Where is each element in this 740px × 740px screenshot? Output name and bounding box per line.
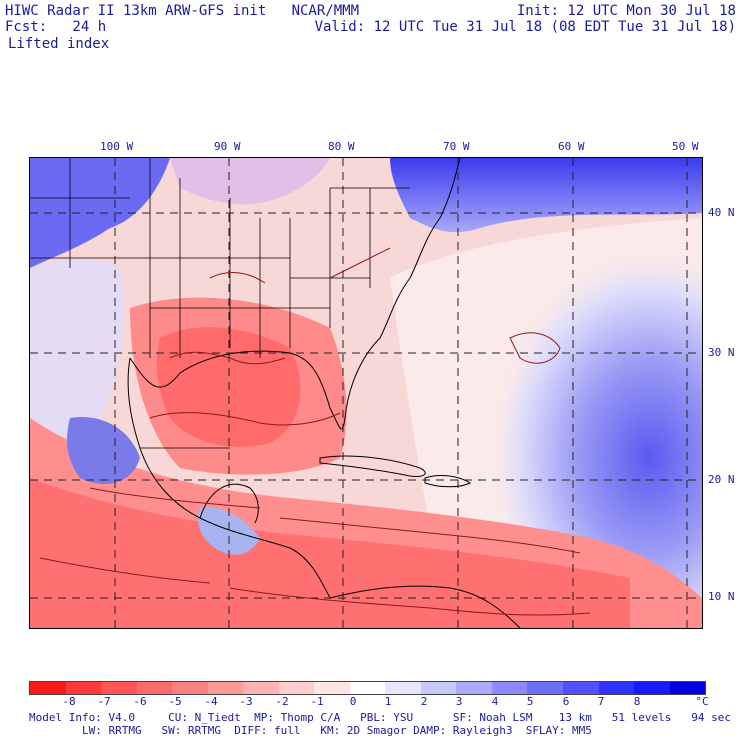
- colorbar-swatch: [101, 682, 137, 694]
- colorbar-swatch: [385, 682, 421, 694]
- colorbar-swatch: [136, 682, 173, 694]
- lon-label-50w: 50 W: [672, 140, 699, 153]
- colorbar-swatch: [349, 682, 386, 694]
- colorbar-tick: -4: [204, 695, 218, 708]
- colorbar-tick: 8: [633, 695, 641, 708]
- colorbar-tick: -1: [310, 695, 324, 708]
- west-pale-region: [30, 258, 124, 449]
- colorbar-swatch: [314, 682, 350, 694]
- cuba-coast: [319, 455, 426, 477]
- header-init-time: Init: 12 UTC Mon 30 Jul 18: [516, 3, 736, 19]
- colorbar-tick: 3: [455, 695, 463, 708]
- li-contours: [39, 247, 591, 616]
- colorbar-tick: -2: [275, 695, 289, 708]
- colorbar-swatch: [491, 682, 528, 694]
- colorbar-swatch: [30, 682, 66, 694]
- lon-label-100w: 100 W: [100, 140, 134, 153]
- colorbar-swatch: [598, 682, 635, 694]
- model-info-line2: LW: RRTMG SW: RRTMG DIFF: full KM: 2D Sm…: [29, 724, 592, 737]
- colorbar-unit: °C: [695, 695, 709, 708]
- header-model-title: HIWC Radar II 13km ARW-GFS init NCAR/MMM: [5, 3, 360, 19]
- colorbar-tick: 1: [384, 695, 392, 708]
- lat-label-30n: 30 N: [708, 346, 735, 359]
- colorbar-tick: 7: [597, 695, 605, 708]
- header-valid-time: Valid: 12 UTC Tue 31 Jul 18 (08 EDT Tue …: [314, 19, 736, 35]
- colorbar-swatch: [634, 682, 670, 694]
- graticule: [30, 158, 702, 628]
- lon-label-80w: 80 W: [328, 140, 355, 153]
- hispaniola-coast: [424, 475, 471, 488]
- yucatan-coast: [199, 483, 259, 524]
- mexico-stable-patch: [67, 417, 140, 484]
- colorbar-tick: 4: [491, 695, 499, 708]
- colorbar-tick: 2: [420, 695, 428, 708]
- north-central-region: [170, 158, 330, 205]
- lat-label-20n: 20 N: [708, 473, 735, 486]
- colorbar-swatch: [207, 682, 244, 694]
- gulf-coast: [129, 158, 461, 430]
- lat-label-40n: 40 N: [708, 206, 735, 219]
- colorbar: [29, 681, 706, 695]
- colorbar-swatch: [456, 682, 492, 694]
- colorbar-tick: -5: [168, 695, 182, 708]
- colorbar-tick: -3: [239, 695, 253, 708]
- lat-label-10n: 10 N: [708, 590, 735, 603]
- tropical-core-band: [30, 478, 630, 628]
- lon-label-70w: 70 W: [443, 140, 470, 153]
- field-name: Lifted index: [8, 36, 110, 52]
- colorbar-swatch: [172, 682, 208, 694]
- coastlines: [127, 158, 521, 628]
- colorbar-tick: -8: [62, 695, 76, 708]
- colorbar-tick: -7: [97, 695, 111, 708]
- colorbar-tick: 5: [526, 695, 534, 708]
- colorbar-swatch: [527, 682, 563, 694]
- colorbar-tick: -6: [133, 695, 147, 708]
- colorbar-swatch: [562, 682, 599, 694]
- colorbar-swatch: [243, 682, 279, 694]
- colorbar-swatch: [420, 682, 457, 694]
- colorbar-swatch: [278, 682, 315, 694]
- map-plot: [30, 158, 702, 628]
- colorbar-tick: 0: [349, 695, 357, 708]
- northeast-stable-band: [390, 158, 702, 233]
- lon-label-90w: 90 W: [214, 140, 241, 153]
- central-america-stable-patch: [198, 507, 260, 555]
- model-info-line1: Model Info: V4.0 CU: N_Tiedt MP: Thomp C…: [29, 711, 731, 724]
- lon-label-60w: 60 W: [558, 140, 585, 153]
- colorbar-tick: 6: [562, 695, 570, 708]
- colorbar-swatch: [669, 682, 706, 694]
- lifted-index-map: [29, 157, 703, 629]
- header-forecast-hour: Fcst: 24 h: [5, 19, 107, 35]
- southamerica-coast: [329, 585, 521, 628]
- colorbar-swatch: [65, 682, 102, 694]
